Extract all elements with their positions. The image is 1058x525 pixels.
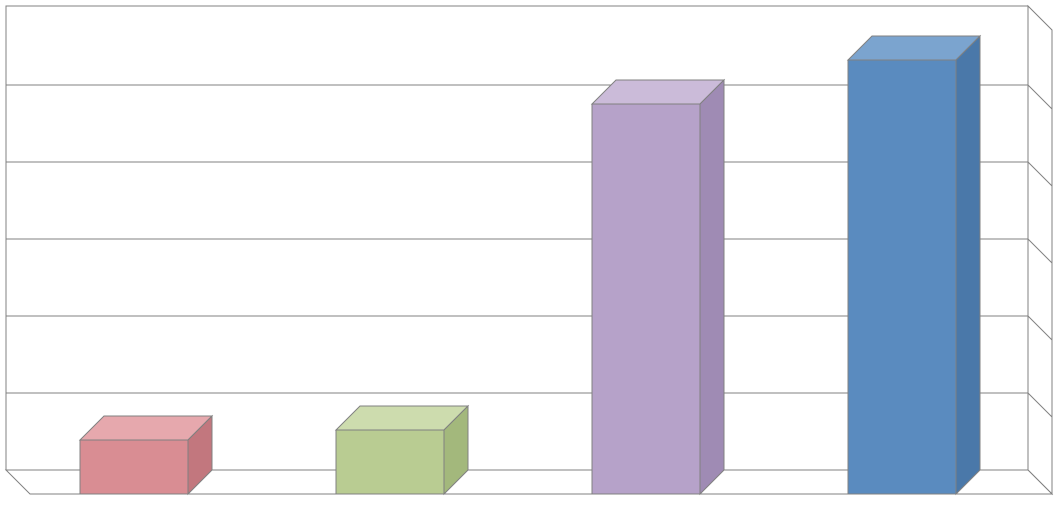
chart-root [0,0,1058,525]
bar-4-front [848,60,956,494]
